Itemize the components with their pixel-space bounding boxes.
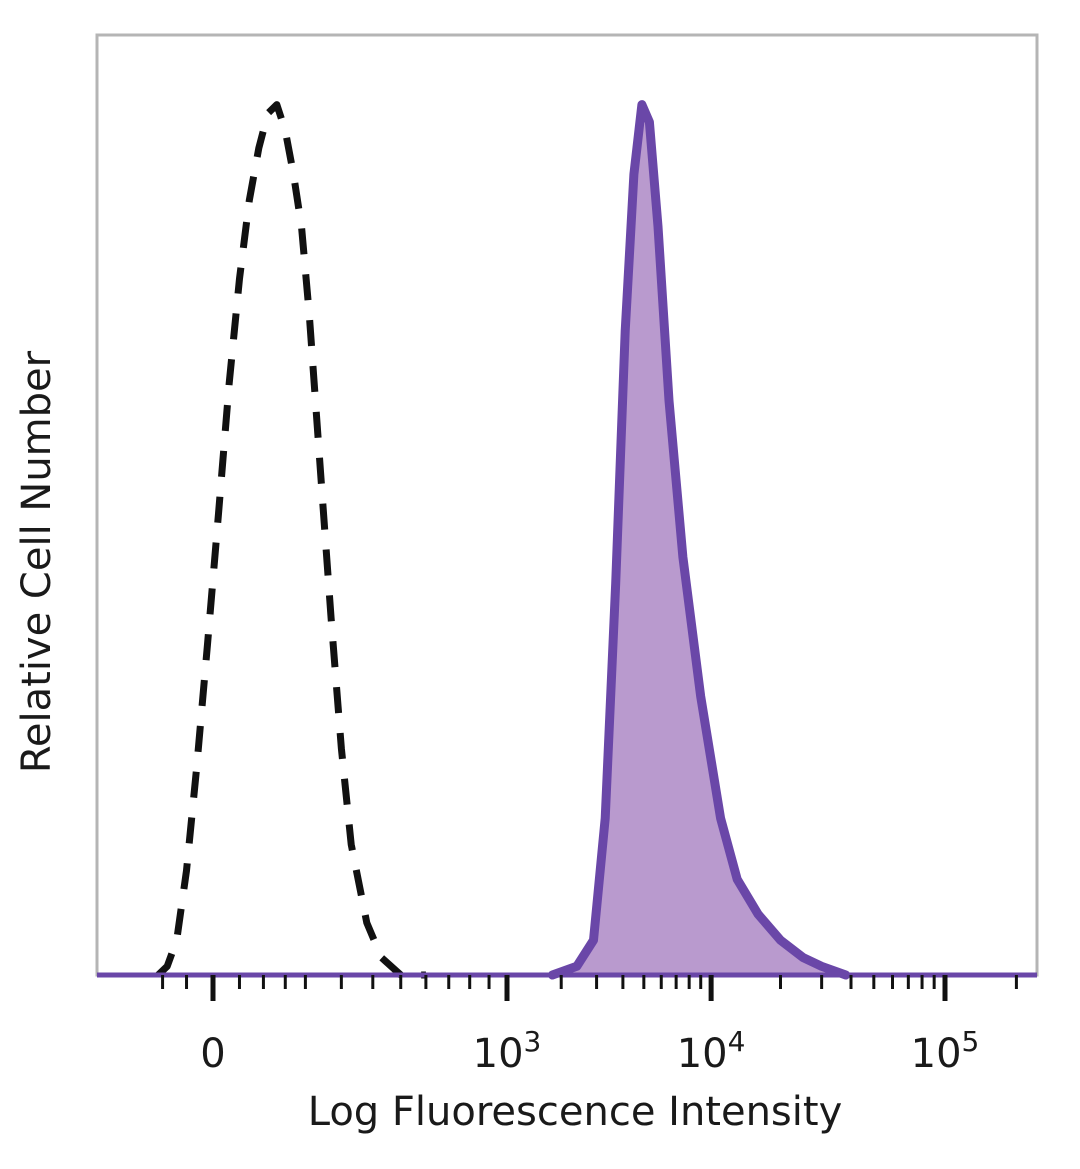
x-tick-label: 104 bbox=[677, 1025, 746, 1077]
plot-frame bbox=[95, 33, 1039, 977]
x-tick-label: 103 bbox=[473, 1025, 542, 1077]
series-layer bbox=[97, 100, 1037, 980]
x-tick-label: 0 bbox=[200, 1031, 225, 1077]
x-axis-label: Log Fluorescence Intensity bbox=[308, 1089, 843, 1135]
series-1-line bbox=[547, 100, 851, 980]
x-ticks: 0 103 104 105 bbox=[161, 975, 1018, 1077]
series-0-line bbox=[155, 101, 426, 979]
x-tick-label: 105 bbox=[911, 1025, 980, 1077]
y-axis-label: Relative Cell Number bbox=[14, 350, 60, 773]
